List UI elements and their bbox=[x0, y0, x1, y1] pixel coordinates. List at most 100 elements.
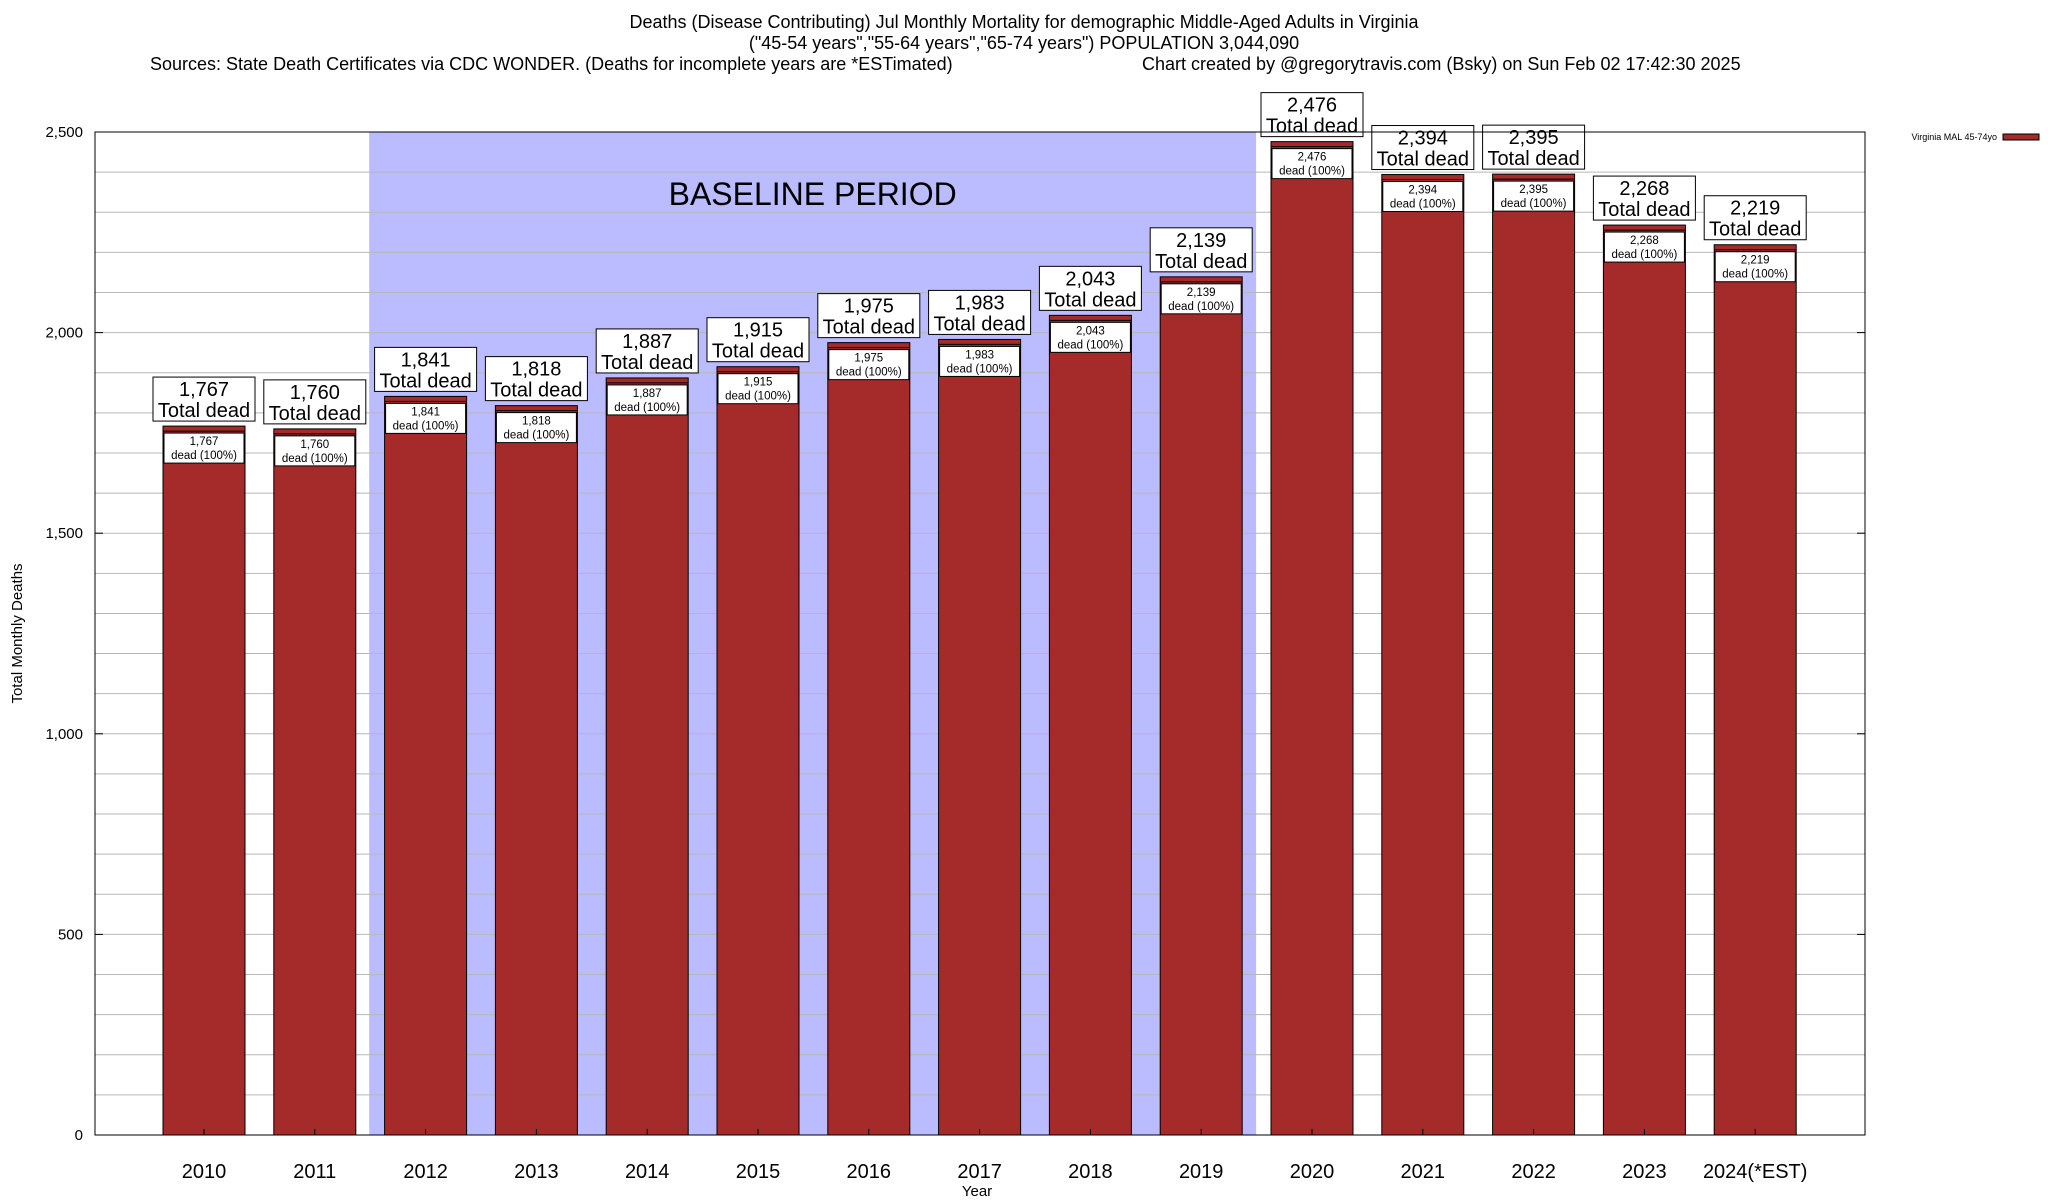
total-label-value: 1,760 bbox=[290, 382, 340, 404]
inner-label-box bbox=[606, 384, 688, 416]
bar bbox=[1492, 173, 1576, 1136]
bar bbox=[384, 395, 468, 1136]
total-label-text: Total dead bbox=[269, 403, 361, 425]
inner-label-box bbox=[1049, 321, 1131, 353]
bar bbox=[1381, 174, 1465, 1136]
inner-label-text: dead (100%) bbox=[1390, 199, 1456, 211]
y-tick-label: 500 bbox=[58, 926, 83, 943]
inner-label-box bbox=[385, 402, 467, 434]
total-label-value: 2,043 bbox=[1065, 268, 1115, 290]
total-label-value: 1,975 bbox=[844, 296, 894, 318]
inner-label-value: 1,983 bbox=[965, 349, 994, 361]
inner-label-box bbox=[717, 373, 799, 405]
y-tick-label: 2,000 bbox=[45, 325, 83, 342]
x-tick-label: 2024(*EST) bbox=[1703, 1161, 1808, 1183]
inner-label-value: 2,395 bbox=[1519, 184, 1548, 196]
total-label-box bbox=[1038, 265, 1142, 311]
inner-label-text: dead (100%) bbox=[171, 450, 237, 462]
total-label-box bbox=[484, 356, 588, 402]
inner-label-text: dead (100%) bbox=[1722, 269, 1788, 281]
inner-label-box bbox=[1271, 148, 1353, 180]
inner-label-text: dead (100%) bbox=[614, 402, 680, 414]
inner-label-value: 1,760 bbox=[300, 439, 329, 451]
inner-label-value: 2,394 bbox=[1408, 185, 1437, 197]
total-label-value: 1,915 bbox=[733, 320, 783, 342]
chart-title: Deaths (Disease Contributing) Jul Monthl… bbox=[0, 12, 2048, 54]
inner-label-box bbox=[1493, 180, 1575, 212]
inner-label-text: dead (100%) bbox=[1501, 198, 1567, 210]
inner-label-value: 1,818 bbox=[522, 416, 551, 428]
total-label-box bbox=[1149, 227, 1253, 273]
inner-label-box bbox=[1603, 231, 1685, 263]
title-line-1: Deaths (Disease Contributing) Jul Monthl… bbox=[629, 12, 1419, 32]
title-line-2: ("45-54 years","55-64 years","65-74 year… bbox=[748, 33, 1300, 53]
inner-label-box bbox=[495, 412, 577, 444]
total-label-box bbox=[263, 379, 367, 425]
total-label-value: 2,268 bbox=[1619, 178, 1669, 200]
total-label-text: Total dead bbox=[1487, 148, 1579, 170]
total-label-value: 1,818 bbox=[511, 359, 561, 381]
inner-label-text: dead (100%) bbox=[1279, 166, 1345, 178]
inner-label-value: 1,887 bbox=[633, 388, 662, 400]
total-label-value: 2,476 bbox=[1287, 95, 1337, 117]
total-label-text: Total dead bbox=[1709, 219, 1801, 241]
y-tick-label: 2,500 bbox=[45, 124, 83, 141]
total-label-text: Total dead bbox=[712, 341, 804, 363]
y-tick-label: 0 bbox=[75, 1127, 83, 1144]
bar bbox=[1713, 244, 1797, 1136]
total-label-box bbox=[152, 376, 256, 422]
total-label-box bbox=[1703, 195, 1807, 241]
inner-label-text: dead (100%) bbox=[503, 430, 569, 442]
legend-swatch bbox=[2002, 133, 2040, 141]
bar bbox=[716, 366, 800, 1136]
inner-label-value: 2,268 bbox=[1630, 235, 1659, 247]
baseline-period-label: BASELINE PERIOD bbox=[669, 176, 957, 212]
x-tick-label: 2018 bbox=[1068, 1161, 1113, 1183]
total-label-box bbox=[817, 293, 921, 339]
inner-label-box bbox=[1160, 283, 1242, 315]
total-label-text: Total dead bbox=[1044, 289, 1136, 311]
total-label-text: Total dead bbox=[601, 352, 693, 374]
inner-label-text: dead (100%) bbox=[1057, 339, 1123, 351]
inner-label-value: 1,841 bbox=[411, 406, 440, 418]
x-tick-label: 2022 bbox=[1511, 1161, 1556, 1183]
inner-label-value: 1,767 bbox=[190, 436, 219, 448]
inner-label-box bbox=[939, 345, 1021, 377]
inner-label-box bbox=[828, 349, 910, 381]
inner-label-value: 1,915 bbox=[744, 377, 773, 389]
total-label-value: 2,395 bbox=[1509, 127, 1559, 149]
total-label-text: Total dead bbox=[823, 317, 915, 339]
title-credit: Chart created by @gregorytravis.com (Bsk… bbox=[1142, 54, 1741, 74]
x-axis-label: Year bbox=[962, 1183, 992, 1200]
total-label-box bbox=[1371, 125, 1475, 171]
inner-label-box bbox=[1714, 251, 1796, 283]
total-label-text: Total dead bbox=[490, 380, 582, 402]
bar bbox=[1159, 276, 1243, 1136]
x-tick-label: 2023 bbox=[1622, 1161, 1667, 1183]
bar bbox=[938, 338, 1022, 1136]
total-label-value: 2,394 bbox=[1398, 128, 1448, 150]
bar bbox=[494, 405, 578, 1136]
inner-label-value: 1,975 bbox=[854, 353, 883, 365]
legend-label: Virginia MAL 45-74yo bbox=[1911, 132, 1997, 142]
total-label-text: Total dead bbox=[1377, 149, 1469, 171]
x-tick-label: 2019 bbox=[1179, 1161, 1224, 1183]
bar bbox=[827, 342, 911, 1136]
inner-label-value: 2,043 bbox=[1076, 325, 1105, 337]
bar bbox=[605, 377, 689, 1136]
inner-label-text: dead (100%) bbox=[725, 391, 791, 403]
inner-label-box bbox=[274, 435, 356, 467]
x-tick-label: 2020 bbox=[1290, 1161, 1335, 1183]
inner-label-box bbox=[1382, 181, 1464, 213]
title-sources: Sources: State Death Certificates via CD… bbox=[150, 54, 953, 74]
y-tick-label: 1,500 bbox=[45, 525, 83, 542]
x-tick-label: 2014 bbox=[625, 1161, 670, 1183]
total-label-box bbox=[1260, 92, 1364, 138]
total-label-value: 1,767 bbox=[179, 379, 229, 401]
total-label-value: 2,219 bbox=[1730, 198, 1780, 220]
total-label-value: 1,887 bbox=[622, 331, 672, 353]
total-label-text: Total dead bbox=[1598, 199, 1690, 221]
x-tick-label: 2013 bbox=[514, 1161, 559, 1183]
total-label-box bbox=[1592, 175, 1696, 221]
